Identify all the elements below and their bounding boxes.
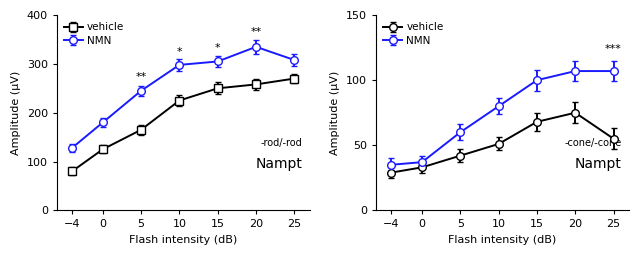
X-axis label: Flash intensity (dB): Flash intensity (dB) xyxy=(449,235,557,245)
Legend: vehicle, NMN: vehicle, NMN xyxy=(62,20,126,48)
Text: *: * xyxy=(177,47,182,57)
Text: ***: *** xyxy=(605,44,622,54)
Text: Nampt: Nampt xyxy=(255,157,302,171)
Text: Nampt: Nampt xyxy=(575,157,621,171)
X-axis label: Flash intensity (dB): Flash intensity (dB) xyxy=(129,235,237,245)
Text: **: ** xyxy=(250,27,262,37)
Text: **: ** xyxy=(136,72,147,82)
Y-axis label: Amplitude (μV): Amplitude (μV) xyxy=(330,71,340,155)
Text: -cone/-cone: -cone/-cone xyxy=(564,138,621,148)
Y-axis label: Amplitude (μV): Amplitude (μV) xyxy=(11,71,21,155)
Legend: vehicle, NMN: vehicle, NMN xyxy=(381,20,445,48)
Text: -rod/-rod: -rod/-rod xyxy=(260,138,302,148)
Text: *: * xyxy=(215,43,221,53)
